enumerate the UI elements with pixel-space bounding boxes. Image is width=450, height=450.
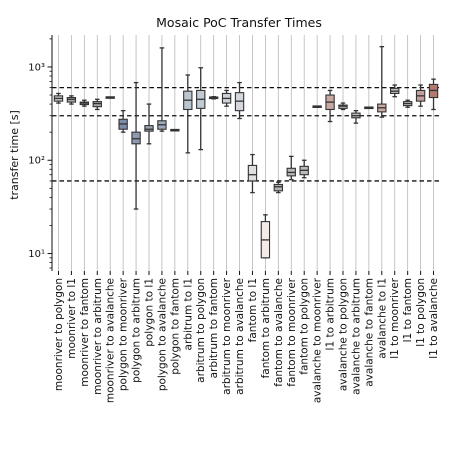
box-item — [364, 106, 374, 110]
x-tick-label: polygon to fantom — [169, 278, 181, 375]
x-tick-label: fantom to arbitrum — [260, 278, 272, 378]
box-item — [66, 95, 77, 105]
x-tick-label: fantom to polygon — [299, 278, 311, 375]
x-tick-label: polygon to avalanche — [156, 278, 168, 391]
box-item — [92, 98, 102, 111]
box-item — [170, 128, 180, 132]
x-tick-label: l1 to moonriver — [389, 277, 401, 358]
x-tick-label: arbitrum to polygon — [195, 278, 207, 383]
box-iqr — [247, 164, 258, 182]
x-tick-label: l1 to fantom — [402, 278, 414, 342]
boxes-layer — [53, 46, 439, 259]
x-tick-label: avalanche to l1 — [376, 278, 388, 359]
box-item — [105, 96, 115, 99]
x-tick-label: polygon to moonriver — [118, 277, 130, 391]
box-item — [286, 155, 296, 181]
box-item — [312, 105, 322, 108]
x-tick-label: fantom to avalanche — [273, 278, 285, 387]
x-tick-label: arbitrum to moonriver — [221, 277, 233, 395]
x-tick-label: moonriver to arbitrum — [92, 278, 104, 395]
box-item — [221, 89, 232, 107]
x-tick-label: polygon to l1 — [144, 278, 156, 347]
x-tick-label: l1 to polygon — [415, 278, 427, 347]
box-item — [273, 181, 284, 194]
box-item — [208, 96, 219, 100]
box-item — [53, 92, 64, 104]
box-iqr — [131, 131, 141, 145]
box-item — [299, 159, 309, 179]
x-tick-label: arbitrum to l1 — [182, 278, 194, 350]
x-tick-label: l1 to avalanche — [428, 278, 440, 359]
box-item — [144, 103, 154, 145]
y-axis-label: transfer time [s] — [8, 110, 21, 200]
x-tick-label: avalanche to fantom — [363, 278, 375, 387]
box-item — [377, 46, 387, 118]
y-tick-label: 10¹ — [28, 249, 45, 260]
x-tick-label: arbitrum to avalanche — [234, 278, 246, 395]
box-item — [118, 110, 128, 133]
box-iqr — [144, 125, 154, 132]
box-item — [428, 78, 439, 111]
x-tick-label: polygon to arbitrum — [131, 278, 143, 383]
y-tick-label: 10³ — [28, 62, 45, 73]
grid-layer — [58, 35, 434, 271]
x-tick-label: l1 to arbitrum — [325, 278, 337, 350]
box-item — [338, 102, 348, 111]
box-item — [247, 153, 258, 194]
box-item — [79, 99, 90, 107]
x-tick-label: moonriver to l1 — [66, 278, 78, 359]
x-tick-label: arbitrum to fantom — [208, 278, 220, 378]
x-tick-label: moonriver to fantom — [79, 278, 91, 387]
box-item — [402, 99, 413, 108]
box-iqr — [273, 183, 284, 192]
x-tick-label: avalanche to polygon — [338, 278, 350, 391]
box-item — [234, 81, 245, 120]
box-item — [196, 67, 206, 151]
box-item — [131, 81, 141, 210]
box-item — [260, 214, 271, 259]
box-item — [325, 89, 335, 123]
box-item — [390, 84, 400, 98]
x-tick-label: avalanche to arbitrum — [350, 278, 362, 395]
x-tick-label: moonriver to polygon — [53, 278, 65, 391]
box-item — [415, 84, 426, 107]
box-item — [351, 110, 361, 124]
x-tick-label: avalanche to moonriver — [312, 277, 324, 403]
box-item — [157, 47, 167, 132]
reference-lines — [52, 86, 440, 182]
y-tick-label: 10² — [28, 156, 45, 167]
x-tick-label: fantom to moonriver — [286, 277, 298, 386]
x-tick-label: fantom to l1 — [247, 278, 259, 342]
box-item — [183, 74, 193, 154]
chart-title: Mosaic PoC Transfer Times — [156, 15, 322, 30]
x-tick-label: moonriver to avalanche — [105, 278, 117, 403]
